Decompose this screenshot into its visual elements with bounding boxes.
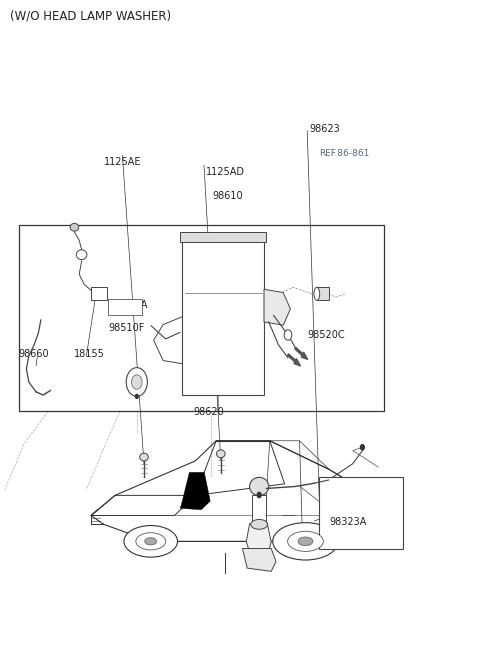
Ellipse shape	[250, 477, 269, 496]
Text: 98515A: 98515A	[110, 300, 148, 310]
Circle shape	[284, 330, 292, 340]
Text: 98323A: 98323A	[330, 517, 367, 527]
Bar	[317, 287, 329, 300]
Polygon shape	[264, 289, 290, 325]
Text: 98610: 98610	[213, 191, 243, 201]
Text: 1125AD: 1125AD	[206, 167, 245, 176]
Polygon shape	[246, 524, 271, 558]
Text: REF.86-861: REF.86-861	[319, 149, 370, 158]
Ellipse shape	[140, 453, 148, 461]
Bar	[108, 299, 142, 315]
Text: 98660: 98660	[18, 349, 49, 359]
Text: 98623: 98623	[310, 124, 340, 134]
Circle shape	[360, 445, 364, 450]
FancyArrow shape	[288, 354, 300, 366]
Bar	[319, 477, 403, 549]
Text: 98620: 98620	[193, 407, 224, 417]
Ellipse shape	[298, 537, 313, 546]
Polygon shape	[242, 549, 276, 571]
Text: 18155: 18155	[74, 349, 105, 359]
Circle shape	[126, 368, 147, 396]
Ellipse shape	[76, 250, 87, 260]
Ellipse shape	[70, 223, 79, 231]
Bar	[182, 238, 264, 395]
FancyArrow shape	[295, 347, 308, 359]
Ellipse shape	[145, 538, 156, 545]
Polygon shape	[180, 472, 210, 510]
Ellipse shape	[136, 533, 166, 550]
Ellipse shape	[216, 450, 225, 458]
Circle shape	[135, 394, 138, 398]
Ellipse shape	[273, 522, 338, 560]
Bar	[19, 225, 384, 411]
Ellipse shape	[314, 287, 320, 300]
Bar	[252, 495, 266, 524]
Circle shape	[132, 375, 142, 389]
Text: 1125AE: 1125AE	[104, 157, 141, 167]
Text: 98520C: 98520C	[307, 330, 345, 340]
Bar	[180, 232, 266, 242]
Text: 98510F: 98510F	[108, 323, 144, 333]
Bar	[91, 287, 107, 300]
Ellipse shape	[251, 519, 268, 529]
Ellipse shape	[124, 526, 178, 557]
Text: (W/O HEAD LAMP WASHER): (W/O HEAD LAMP WASHER)	[10, 10, 171, 23]
Circle shape	[257, 492, 261, 498]
Ellipse shape	[288, 532, 324, 551]
